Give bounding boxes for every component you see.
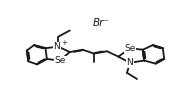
Text: N: N bbox=[127, 58, 133, 67]
Text: Se: Se bbox=[54, 56, 65, 65]
Text: +: + bbox=[61, 40, 67, 46]
Text: N: N bbox=[54, 42, 60, 51]
Text: Br⁻: Br⁻ bbox=[93, 18, 110, 28]
Text: Se: Se bbox=[124, 44, 136, 53]
